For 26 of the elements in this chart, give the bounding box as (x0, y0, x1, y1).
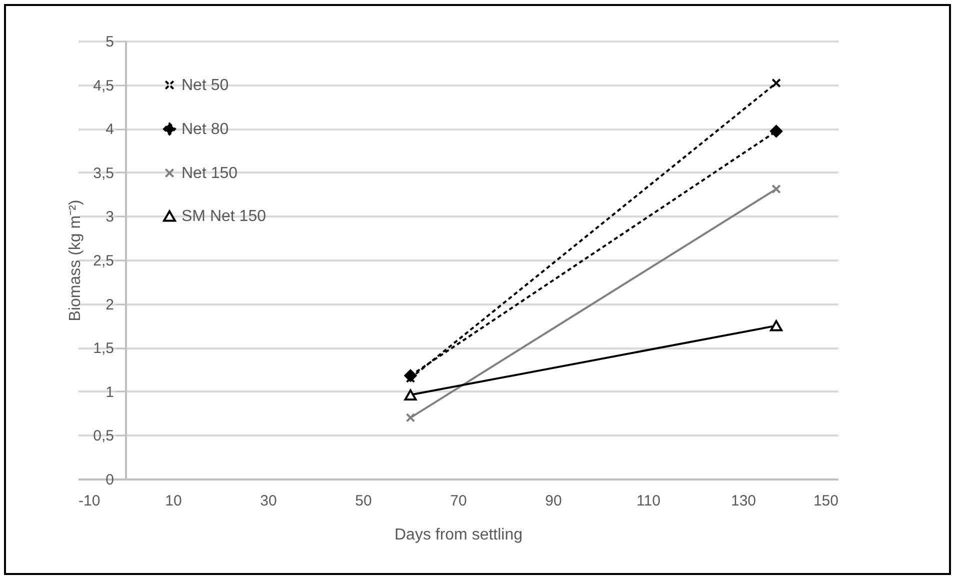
y-axis-title: Biomass (kg m⁻²) (67, 200, 84, 322)
x-tick-label: 50 (355, 492, 372, 510)
y-tick-label: 3,5 (93, 164, 114, 182)
y-tick-label: 1,5 (93, 340, 114, 358)
x-tick-label: 10 (165, 492, 182, 510)
legend-label: Net 50 (182, 77, 229, 94)
y-tick-label: 0,5 (93, 428, 114, 445)
x-tick-label: 30 (260, 492, 277, 510)
y-tick-label: 1 (106, 384, 114, 401)
legend-label: Net 80 (182, 121, 229, 138)
y-tick-label: 0 (106, 472, 114, 488)
legend-label: SM Net 150 (182, 208, 266, 225)
y-tick-label: 2 (106, 296, 114, 314)
y-tick-label: 5 (106, 34, 114, 50)
x-tick-label: -10 (78, 492, 100, 510)
legend-label: Net 150 (182, 165, 238, 182)
x-axis-title: Days from settling (394, 526, 523, 544)
x-tick-label: 110 (636, 492, 660, 510)
y-tick-label: 3 (106, 208, 114, 226)
y-tick-label: 2,5 (93, 252, 114, 270)
x-tick-label: 150 (813, 492, 838, 510)
x-tick-label: 130 (730, 492, 756, 510)
x-tick-label: 70 (450, 492, 467, 510)
x-tick-label: 90 (545, 492, 562, 510)
y-tick-label: 4,5 (93, 77, 114, 94)
y-tick-label: 4 (106, 121, 114, 138)
